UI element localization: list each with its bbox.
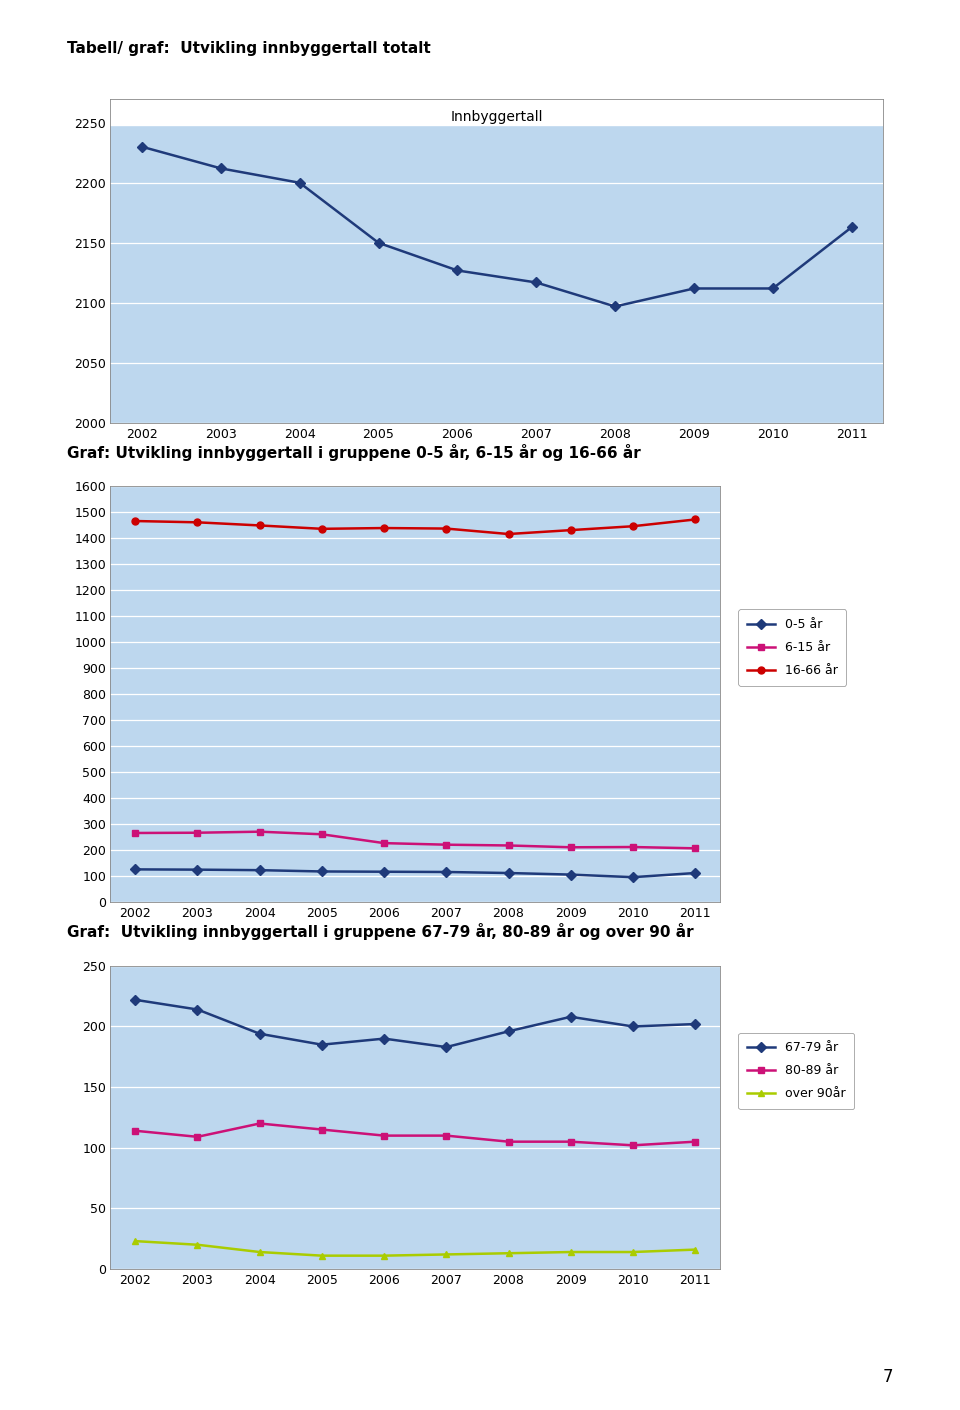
0-5 år: [130, 862, 141, 878]
over 90år: [254, 1244, 266, 1261]
Legend: 0-5 år, 6-15 år, 16-66 år: 0-5 år, 6-15 år, 16-66 år: [738, 609, 847, 685]
16-66 år: [378, 519, 390, 536]
67-79 år: [254, 1025, 266, 1042]
67-79 år: [316, 1036, 327, 1053]
80-89 år: [441, 1127, 452, 1144]
67-79 år: [503, 1022, 515, 1039]
67-79 år: [441, 1039, 452, 1056]
80-89 år: [254, 1115, 266, 1132]
Bar: [110, 99, 883, 125]
Text: 7: 7: [882, 1368, 893, 1386]
80-89 år: [378, 1127, 390, 1144]
67-79 år: [378, 1031, 390, 1048]
6-15 år: [564, 839, 576, 856]
6-15 år: [441, 836, 452, 853]
67-79 år: [627, 1018, 638, 1035]
Line: 67-79 år: 67-79 år: [132, 997, 699, 1050]
over 90år: [503, 1245, 515, 1262]
6-15 år: [378, 835, 390, 852]
16-66 år: [130, 513, 141, 530]
0-5 år: [441, 863, 452, 880]
0-5 år: [564, 866, 576, 883]
80-89 år: [627, 1136, 638, 1153]
0-5 år: [689, 864, 701, 881]
80-89 år: [689, 1134, 701, 1151]
over 90år: [130, 1232, 141, 1249]
Line: 0-5 år: 0-5 år: [132, 866, 699, 881]
over 90år: [627, 1244, 638, 1261]
16-66 år: [627, 517, 638, 534]
Text: Tabell/ graf:  Utvikling innbyggertall totalt: Tabell/ graf: Utvikling innbyggertall to…: [67, 41, 431, 56]
6-15 år: [254, 823, 266, 840]
Text: Graf:  Utvikling innbyggertall i gruppene 67-79 år, 80-89 år og over 90 år: Graf: Utvikling innbyggertall i gruppene…: [67, 924, 694, 940]
0-5 år: [316, 863, 327, 880]
over 90år: [564, 1244, 576, 1261]
0-5 år: [254, 862, 266, 878]
16-66 år: [441, 520, 452, 537]
Line: over 90år: over 90år: [132, 1238, 699, 1259]
80-89 år: [316, 1121, 327, 1138]
80-89 år: [130, 1122, 141, 1139]
67-79 år: [564, 1008, 576, 1025]
Line: 80-89 år: 80-89 år: [132, 1120, 699, 1149]
0-5 år: [192, 862, 204, 878]
16-66 år: [503, 526, 515, 543]
6-15 år: [689, 840, 701, 857]
16-66 år: [564, 522, 576, 539]
6-15 år: [316, 826, 327, 843]
6-15 år: [192, 825, 204, 842]
6-15 år: [130, 825, 141, 842]
80-89 år: [564, 1134, 576, 1151]
Line: 16-66 år: 16-66 år: [132, 516, 699, 537]
67-79 år: [689, 1015, 701, 1032]
0-5 år: [627, 869, 638, 885]
16-66 år: [689, 510, 701, 527]
6-15 år: [503, 838, 515, 854]
Legend: 67-79 år, 80-89 år, over 90år: 67-79 år, 80-89 år, over 90år: [738, 1032, 854, 1110]
16-66 år: [192, 513, 204, 530]
16-66 år: [316, 520, 327, 537]
0-5 år: [378, 863, 390, 880]
67-79 år: [130, 991, 141, 1008]
67-79 år: [192, 1001, 204, 1018]
80-89 år: [503, 1134, 515, 1151]
over 90år: [441, 1246, 452, 1263]
over 90år: [689, 1241, 701, 1258]
over 90år: [378, 1248, 390, 1265]
16-66 år: [254, 517, 266, 534]
0-5 år: [503, 864, 515, 881]
over 90år: [192, 1237, 204, 1253]
Text: Innbyggertall: Innbyggertall: [450, 110, 543, 124]
80-89 år: [192, 1128, 204, 1145]
6-15 år: [627, 839, 638, 856]
Text: Graf: Utvikling innbyggertall i gruppene 0-5 år, 6-15 år og 16-66 år: Graf: Utvikling innbyggertall i gruppene…: [67, 444, 641, 461]
Line: 6-15 år: 6-15 år: [132, 828, 699, 852]
over 90år: [316, 1248, 327, 1265]
